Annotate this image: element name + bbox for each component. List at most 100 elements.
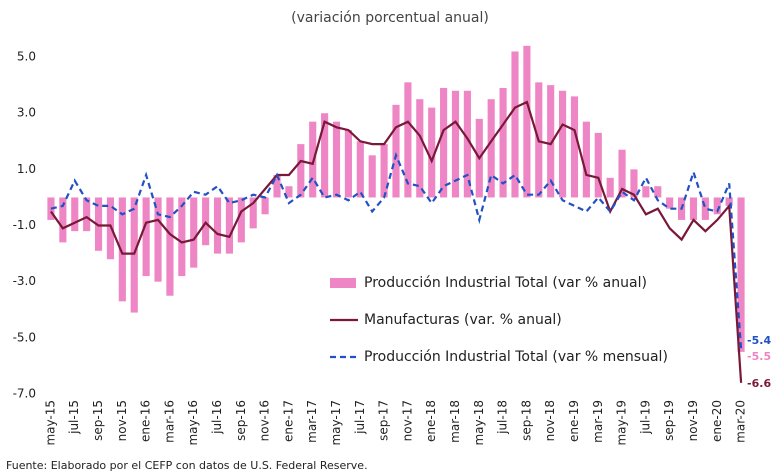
x-tick-label: mar-19 bbox=[591, 400, 605, 443]
x-tick-label: jul-19 bbox=[638, 400, 652, 435]
bar bbox=[559, 90, 567, 198]
bar bbox=[130, 197, 138, 313]
bar bbox=[404, 82, 412, 198]
bar bbox=[725, 197, 733, 206]
x-tick-label: ene-17 bbox=[281, 400, 295, 442]
bar bbox=[618, 149, 626, 198]
x-tick-label: ene-18 bbox=[424, 400, 438, 442]
bar bbox=[451, 90, 460, 198]
x-tick-label: nov-19 bbox=[686, 400, 700, 441]
bar bbox=[654, 186, 662, 198]
source-note: Fuente: Elaborado por el CEFP con datos … bbox=[6, 459, 368, 472]
bar bbox=[344, 130, 352, 198]
data-label: -6.6 bbox=[747, 377, 771, 390]
x-tick-label: may-15 bbox=[43, 400, 57, 446]
x-tick-label: sep-18 bbox=[519, 400, 533, 441]
bar bbox=[285, 186, 293, 198]
y-tick-label: -3.0 bbox=[13, 274, 36, 288]
bar bbox=[713, 197, 721, 215]
y-tick-label: 1.0 bbox=[17, 162, 36, 176]
chart-title: (variación porcentual anual) bbox=[291, 10, 489, 26]
bar bbox=[356, 141, 364, 198]
x-tick-label: mar-18 bbox=[448, 400, 462, 443]
bar bbox=[83, 197, 91, 232]
bar bbox=[273, 175, 281, 198]
y-tick-label: -5.0 bbox=[13, 330, 36, 344]
data-label: -5.5 bbox=[747, 350, 771, 363]
bar bbox=[737, 197, 745, 352]
x-tick-label: ene-19 bbox=[567, 400, 581, 442]
bar bbox=[321, 113, 329, 198]
x-tick-label: mar-16 bbox=[162, 400, 176, 443]
bar bbox=[297, 144, 305, 198]
bar bbox=[190, 197, 198, 268]
x-tick-label: jul-15 bbox=[67, 400, 81, 435]
bar bbox=[225, 197, 233, 254]
x-tick-label: nov-16 bbox=[258, 400, 272, 441]
y-tick-label: -7.0 bbox=[13, 387, 36, 401]
bar bbox=[59, 197, 67, 243]
bar bbox=[416, 99, 424, 198]
x-tick-label: may-19 bbox=[615, 400, 629, 446]
x-tick-label: mar-20 bbox=[734, 400, 748, 443]
bar bbox=[249, 197, 257, 229]
x-tick-label: sep-15 bbox=[91, 400, 105, 441]
bar bbox=[428, 107, 436, 198]
bar bbox=[606, 177, 614, 198]
x-tick-label: jul-16 bbox=[210, 400, 224, 435]
bar bbox=[594, 132, 602, 198]
x-tick-label: ene-20 bbox=[710, 400, 724, 442]
line bbox=[50, 100, 743, 383]
bar bbox=[154, 197, 162, 282]
bar bbox=[178, 197, 186, 277]
y-tick-label: 5.0 bbox=[17, 50, 36, 64]
legend-label: Producción Industrial Total (var % mensu… bbox=[364, 349, 668, 365]
x-tick-label: jul-18 bbox=[496, 400, 510, 435]
bar bbox=[689, 197, 698, 220]
y-tick-label: -1.0 bbox=[13, 218, 36, 232]
bar bbox=[570, 96, 579, 198]
bar bbox=[511, 51, 519, 198]
bar bbox=[630, 169, 638, 198]
x-tick-label: sep-19 bbox=[662, 400, 676, 441]
data-label: -5.4 bbox=[747, 334, 771, 347]
bar bbox=[463, 90, 471, 198]
bar bbox=[499, 87, 507, 198]
bar bbox=[582, 121, 590, 198]
legend-label: Manufacturas (var. % anual) bbox=[364, 312, 562, 328]
x-tick-label: nov-15 bbox=[115, 400, 129, 441]
bar bbox=[237, 197, 245, 243]
legend-swatch bbox=[330, 278, 356, 288]
bar bbox=[547, 85, 555, 198]
bar bbox=[440, 87, 448, 198]
bar bbox=[166, 197, 174, 296]
bar bbox=[701, 197, 709, 220]
x-tick-label: may-18 bbox=[472, 400, 486, 446]
x-tick-label: jul-17 bbox=[353, 400, 367, 435]
bar bbox=[142, 197, 150, 277]
x-tick-label: mar-17 bbox=[305, 400, 319, 443]
bar bbox=[118, 197, 126, 302]
x-tick-label: nov-17 bbox=[400, 400, 414, 441]
x-tick-label: sep-17 bbox=[377, 400, 391, 441]
bar bbox=[71, 197, 79, 232]
line bbox=[50, 151, 743, 350]
bar bbox=[380, 144, 388, 198]
legend-label: Producción Industrial Total (var % anual… bbox=[364, 275, 647, 291]
bar bbox=[523, 45, 531, 198]
bar bbox=[261, 197, 269, 215]
x-tick-label: ene-16 bbox=[139, 400, 153, 442]
x-tick-label: nov-18 bbox=[543, 400, 557, 441]
x-tick-label: may-17 bbox=[329, 400, 343, 446]
bar bbox=[666, 197, 674, 209]
y-tick-label: 3.0 bbox=[17, 106, 36, 120]
bar bbox=[94, 197, 103, 251]
bar bbox=[392, 104, 400, 198]
x-tick-label: may-16 bbox=[186, 400, 200, 446]
bar bbox=[642, 186, 650, 198]
bar bbox=[332, 121, 341, 198]
bar bbox=[309, 121, 317, 198]
bar bbox=[368, 155, 376, 198]
x-tick-label: sep-16 bbox=[234, 400, 248, 441]
